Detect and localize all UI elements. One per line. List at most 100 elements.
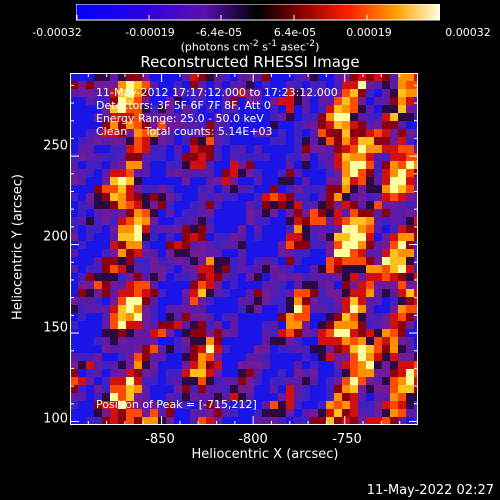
heatmap-cell <box>246 177 254 185</box>
heatmap-cell <box>94 73 102 81</box>
heatmap-cell <box>294 161 302 169</box>
heatmap-cell <box>142 249 150 257</box>
heatmap-cell <box>230 137 238 145</box>
heatmap-cell <box>334 393 342 401</box>
heatmap-cell <box>110 161 118 169</box>
heatmap-cell <box>230 313 238 321</box>
heatmap-cell <box>166 393 174 401</box>
heatmap-cell <box>382 353 390 361</box>
heatmap-cell <box>302 129 310 137</box>
heatmap-cell <box>262 145 270 153</box>
heatmap-cell <box>142 169 150 177</box>
heatmap-cell <box>382 73 390 81</box>
heatmap-cell <box>78 169 86 177</box>
heatmap-cell <box>326 321 334 329</box>
heatmap-cell <box>342 417 350 425</box>
heatmap-cell <box>390 105 398 113</box>
heatmap-cell <box>230 153 238 161</box>
heatmap-cell <box>318 185 326 193</box>
heatmap-cell <box>382 321 390 329</box>
heatmap-cell <box>286 89 294 97</box>
heatmap-cell <box>230 209 238 217</box>
heatmap-cell <box>102 329 110 337</box>
heatmap-cell <box>238 305 246 313</box>
heatmap-cell <box>310 345 318 353</box>
heatmap-cell <box>318 193 326 201</box>
heatmap-cell <box>206 249 214 257</box>
heatmap-cell <box>398 273 406 281</box>
heatmap-cell <box>238 121 246 129</box>
heatmap-cell <box>230 249 238 257</box>
heatmap-cell <box>182 265 190 273</box>
heatmap-cell <box>182 209 190 217</box>
heatmap-cell <box>390 233 398 241</box>
heatmap-cell <box>342 337 350 345</box>
heatmap-cell <box>342 361 350 369</box>
heatmap-cell <box>102 153 110 161</box>
heatmap-cell <box>174 185 182 193</box>
heatmap-cell <box>94 265 102 273</box>
heatmap-cell <box>366 193 374 201</box>
heatmap-cell <box>230 265 238 273</box>
heatmap-cell <box>294 137 302 145</box>
heatmap-cell <box>134 97 142 105</box>
heatmap-cell <box>78 385 86 393</box>
heatmap-cell <box>406 393 414 401</box>
heatmap-cell <box>190 217 198 225</box>
heatmap-cell <box>190 153 198 161</box>
heatmap-cell <box>310 217 318 225</box>
heatmap-cell <box>334 321 342 329</box>
heatmap-cell <box>350 393 358 401</box>
heatmap-cell <box>310 361 318 369</box>
heatmap-cell <box>78 137 86 145</box>
heatmap-cell <box>126 241 134 249</box>
heatmap-cell <box>270 289 278 297</box>
heatmap-cell <box>174 177 182 185</box>
heatmap-cell <box>358 353 366 361</box>
heatmap-cell <box>214 393 222 401</box>
heatmap-cell <box>94 321 102 329</box>
heatmap-cell <box>310 393 318 401</box>
heatmap-cell <box>334 161 342 169</box>
heatmap-cell <box>310 265 318 273</box>
heatmap-cell <box>182 329 190 337</box>
heatmap-cell <box>270 129 278 137</box>
heatmap-cell <box>230 97 238 105</box>
heatmap-cell <box>294 217 302 225</box>
heatmap-cell <box>214 369 222 377</box>
heatmap-cell <box>70 377 78 385</box>
heatmap-cell <box>190 385 198 393</box>
heatmap-cell <box>126 289 134 297</box>
heatmap-cell <box>126 217 134 225</box>
heatmap-cell <box>374 329 382 337</box>
heatmap-cell <box>158 385 166 393</box>
heatmap-cell <box>238 273 246 281</box>
heatmap-cell <box>118 273 126 281</box>
heatmap-cell <box>230 161 238 169</box>
heatmap-cell <box>102 377 110 385</box>
heatmap-cell <box>310 321 318 329</box>
heatmap-cell <box>126 73 134 81</box>
heatmap-cell <box>182 217 190 225</box>
heatmap-cell <box>382 369 390 377</box>
heatmap-cell <box>326 169 334 177</box>
heatmap-cell <box>206 377 214 385</box>
heatmap-cell <box>206 329 214 337</box>
heatmap-cell <box>414 129 418 137</box>
heatmap-cell <box>414 401 418 409</box>
heatmap-cell <box>126 417 134 425</box>
heatmap-cell <box>94 297 102 305</box>
heatmap-cell <box>198 257 206 265</box>
heatmap-cell <box>326 329 334 337</box>
heatmap-cell <box>278 265 286 273</box>
heatmap-cell <box>150 193 158 201</box>
heatmap-cell <box>118 417 126 425</box>
heatmap-cell <box>326 105 334 113</box>
heatmap-cell <box>198 393 206 401</box>
heatmap-cell <box>238 257 246 265</box>
y-tick-label-3: 200 <box>43 229 68 245</box>
heatmap-cell <box>350 225 358 233</box>
heatmap-cell <box>182 385 190 393</box>
heatmap-cell <box>278 121 286 129</box>
heatmap-cell <box>246 137 254 145</box>
